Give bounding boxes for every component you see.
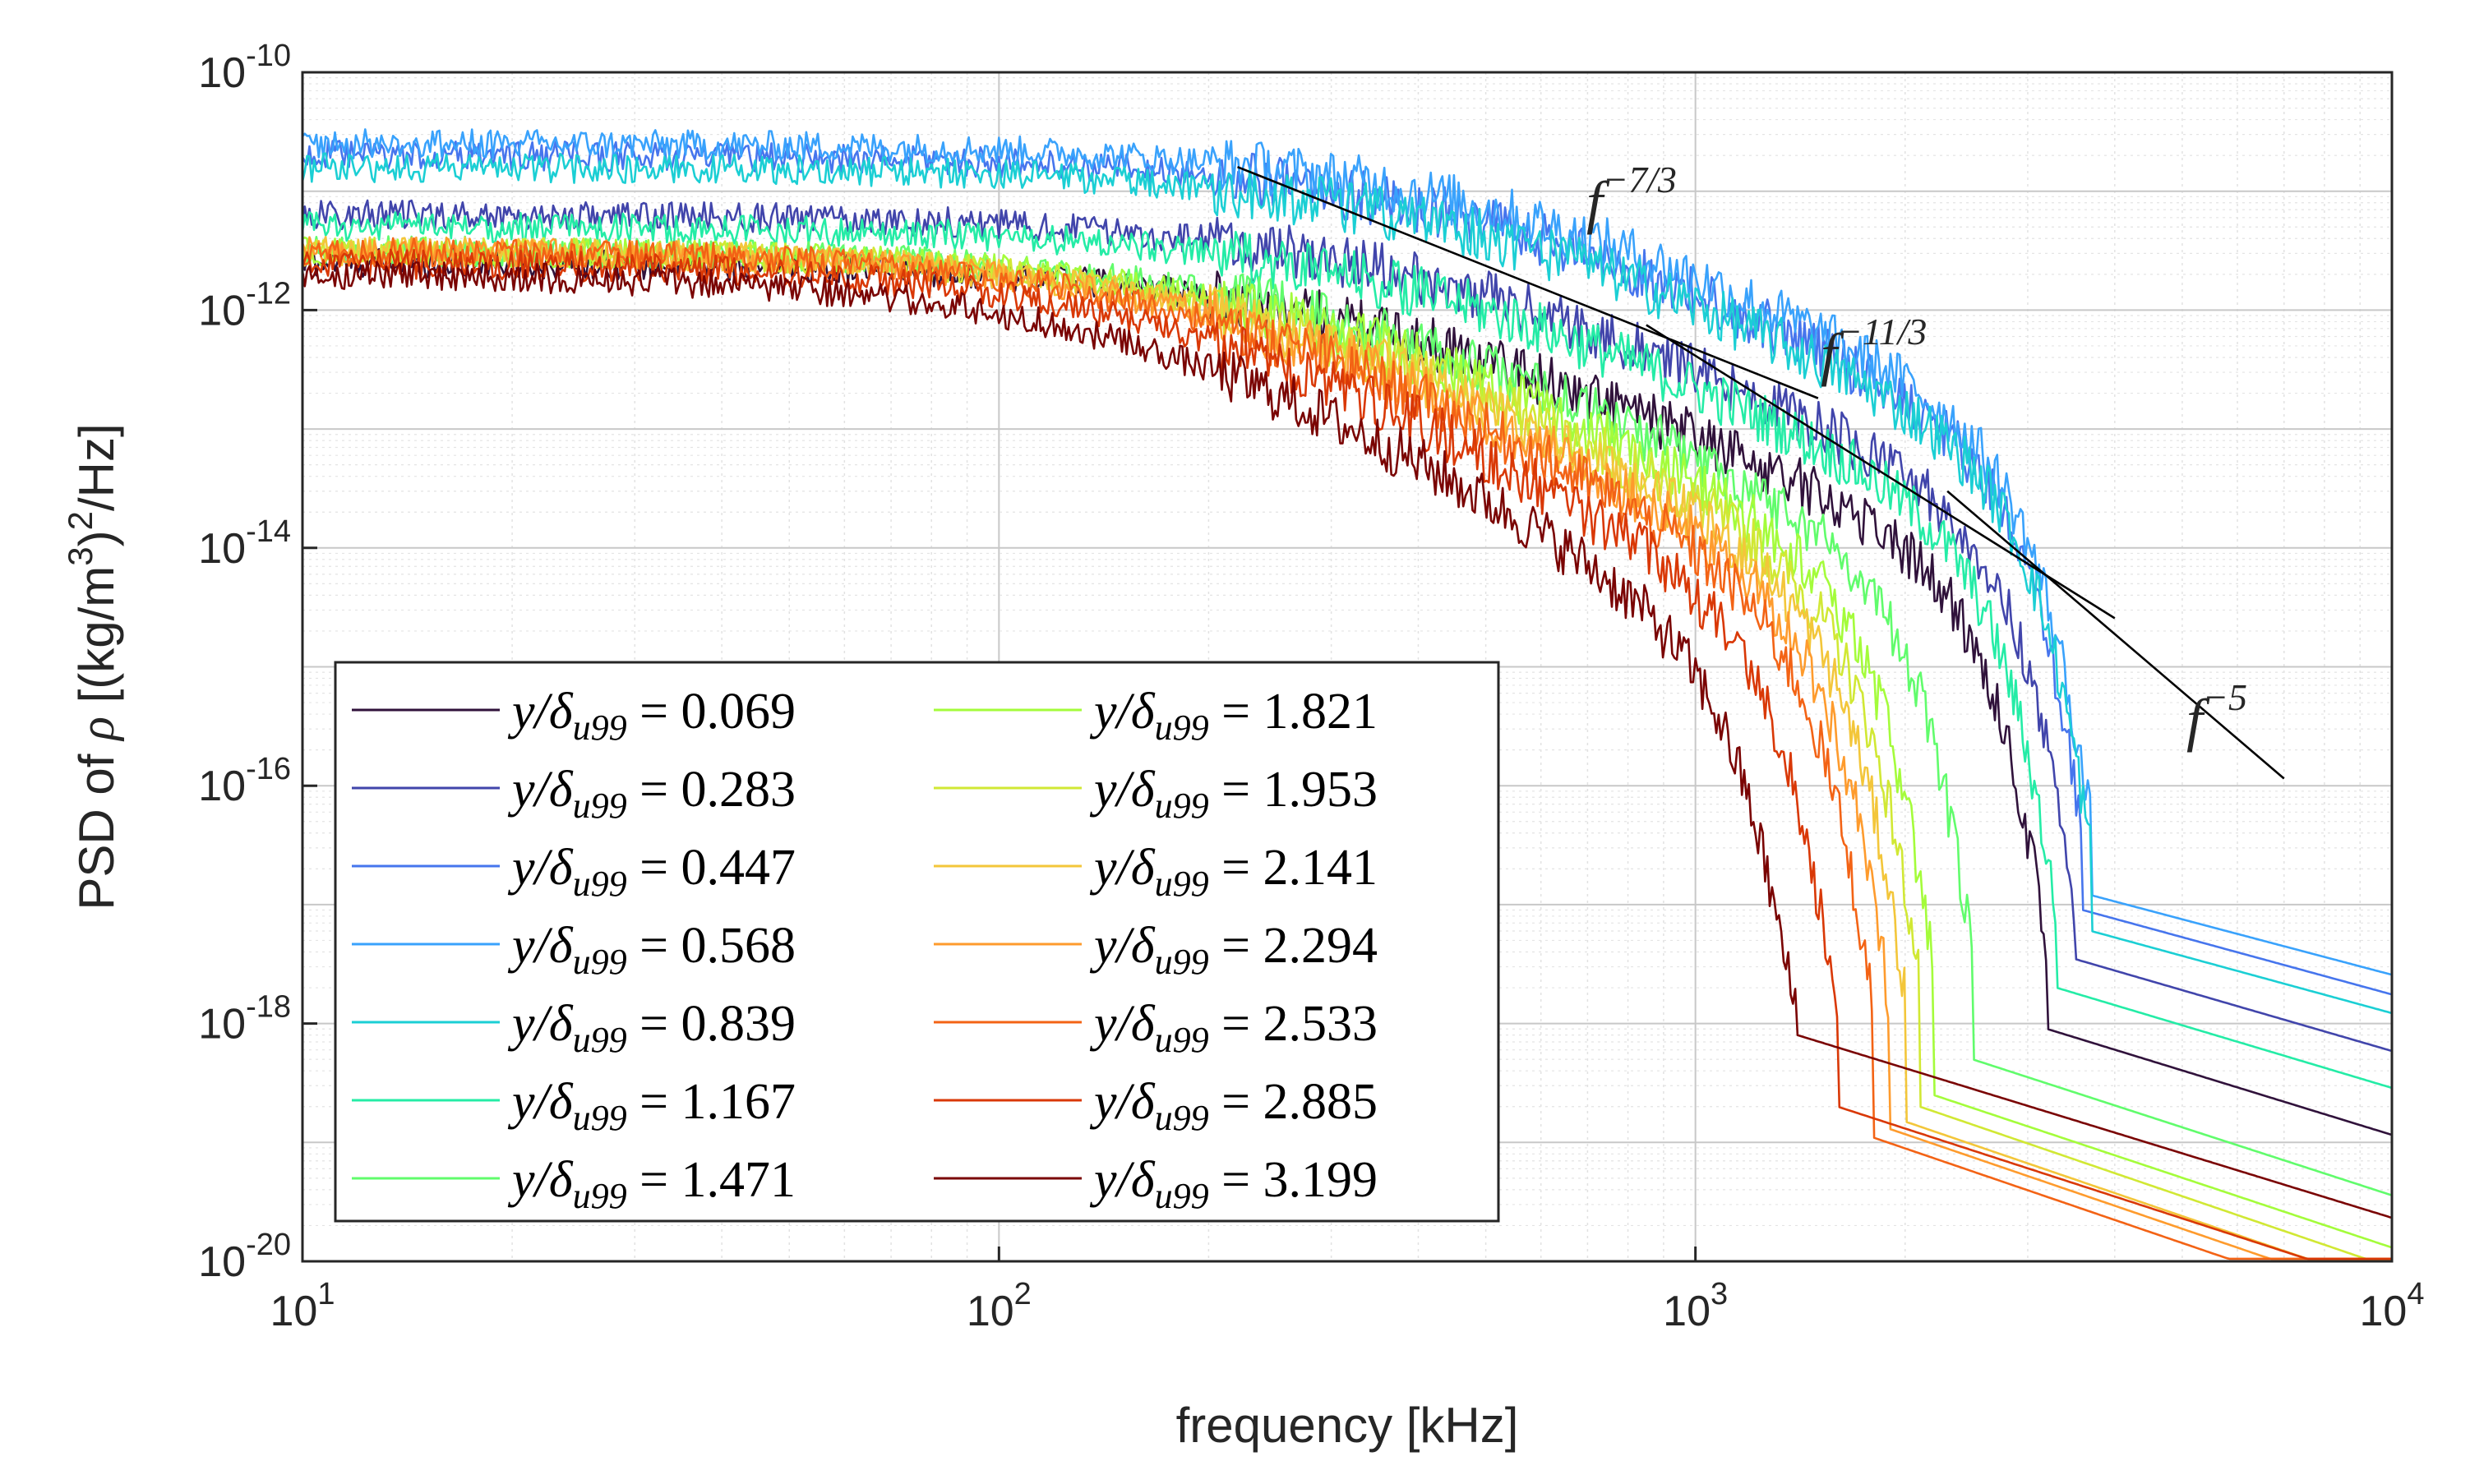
- series-line-1.471: [301, 235, 2393, 1196]
- legend-entry-0.283: y/δu99 = 0.283: [507, 762, 796, 826]
- x-tick-label: 101: [270, 1277, 335, 1335]
- y-tick-label: 10-12: [198, 276, 291, 334]
- series-line-3.199: [301, 260, 2393, 1219]
- x-tick-label: 104: [2360, 1277, 2425, 1335]
- x-axis-label: frequency [kHz]: [1176, 1398, 1519, 1453]
- y-label-prefix: PSD of: [69, 740, 124, 910]
- legend-entry-1.167: y/δu99 = 1.167: [507, 1074, 796, 1138]
- legend-entry-2.885: y/δu99 = 2.885: [1089, 1074, 1378, 1138]
- legend-entry-1.471: y/δu99 = 1.471: [507, 1152, 796, 1216]
- series-line-0.447: [301, 140, 2393, 996]
- y-tick-label: 10-10: [198, 39, 291, 97]
- y-label-rho: ρ: [70, 717, 124, 742]
- series-line-0.568: [301, 128, 2393, 976]
- series-line-0.839: [301, 152, 2393, 1015]
- series-line-2.885: [301, 248, 2392, 1260]
- y-tick-label: 10-16: [198, 752, 291, 810]
- y-label-unit-end: /Hz]: [69, 423, 124, 511]
- series-line-2.533: [302, 237, 2392, 1260]
- legend-entry-0.069: y/δu99 = 0.069: [507, 684, 796, 748]
- y-label-close: ): [69, 530, 124, 546]
- x-tick-label: 103: [1663, 1277, 1728, 1335]
- reference-line: [1236, 165, 1819, 399]
- y-label-sup1: 3: [61, 546, 99, 565]
- legend-box: [334, 661, 1500, 1223]
- legend-entry-0.568: y/δu99 = 0.568: [507, 918, 796, 982]
- legend: y/δu99 = 0.069 y/δu99 = 0.283 y/δu99 = 0.4…: [334, 661, 1500, 1223]
- reference-line: [1646, 324, 2116, 620]
- series-layer: [301, 128, 2393, 1260]
- legend-entry-2.141: y/δu99 = 2.141: [1089, 840, 1378, 904]
- legend-entry-0.839: y/δu99 = 0.839: [507, 996, 796, 1060]
- series-line-0.283: [301, 199, 2393, 1053]
- y-tick-label: 10-14: [198, 514, 291, 573]
- legend-entry-1.821: y/δu99 = 1.821: [1089, 684, 1378, 748]
- legend-entry-2.294: y/δu99 = 2.294: [1089, 918, 1378, 982]
- x-tick-label: 102: [967, 1277, 1032, 1335]
- reference-label: f−5: [2186, 676, 2247, 753]
- y-tick-label: 10-20: [198, 1228, 291, 1286]
- legend-entry-2.533: y/δu99 = 2.533: [1089, 996, 1378, 1060]
- legend-entry-1.953: y/δu99 = 1.953: [1089, 762, 1378, 826]
- y-axis-label: PSD of ρ [(kg/m3)2/Hz]: [61, 423, 124, 910]
- legend-entry-0.447: y/δu99 = 0.447: [507, 840, 796, 904]
- tick-layer: 101 102 103 104 10-10 10-12 10-14 10-16 10-18 10-…: [198, 39, 2424, 1335]
- reference-line: [1946, 490, 2285, 780]
- y-label-unit-open: [(kg/m: [69, 566, 124, 717]
- axes-frame: [301, 71, 2394, 1263]
- series-line-1.167: [301, 211, 2393, 1090]
- y-label-sup2: 2: [61, 511, 99, 530]
- y-tick-label: 10-18: [198, 990, 291, 1048]
- legend-entry-3.199: y/δu99 = 3.199: [1089, 1152, 1378, 1216]
